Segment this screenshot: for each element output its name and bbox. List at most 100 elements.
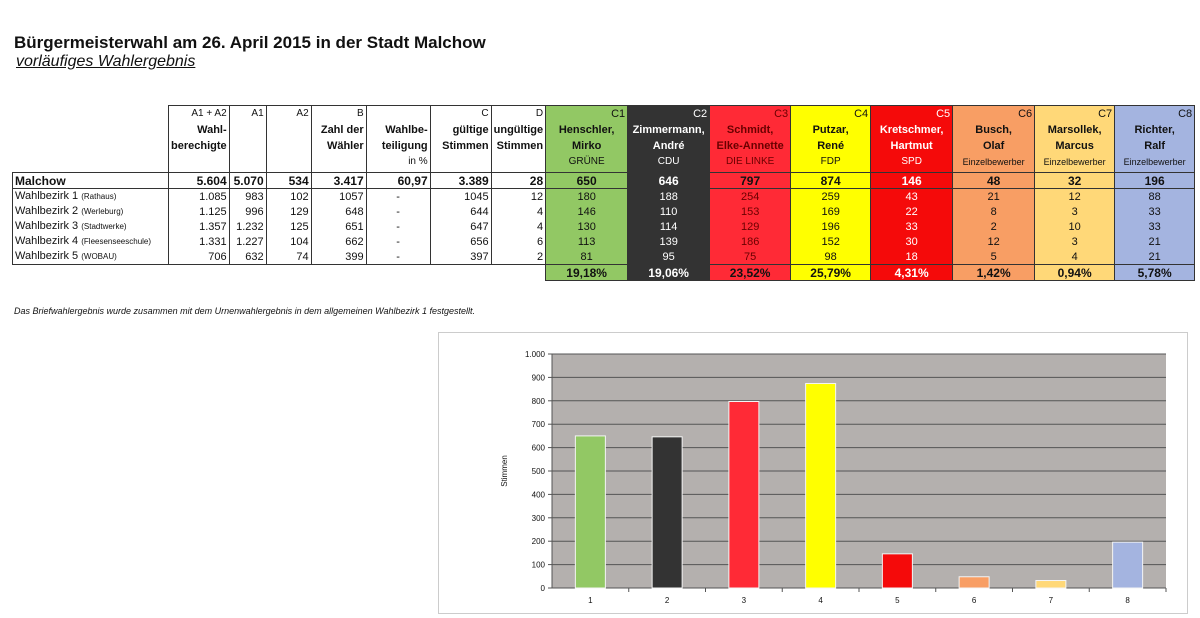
column-header-code: D (535, 108, 544, 119)
district-label: Wahlbezirk 2 (Werleburg) (12, 204, 169, 219)
district-votes: 21 (1114, 234, 1196, 249)
candidate-code: C4 (854, 108, 869, 120)
district-place: (WOBAU) (81, 252, 117, 261)
district-value: 648 (310, 204, 367, 219)
candidate-header: C5 Kretschmer, Hartmut SPD (870, 105, 954, 173)
candidate-surname: Busch, (975, 124, 1012, 136)
district-value: 1045 (429, 188, 492, 204)
district-votes: 81 (545, 249, 629, 265)
district-votes: 43 (870, 188, 954, 204)
total-value: 3.417 (310, 172, 367, 189)
column-header-line3 (494, 154, 544, 170)
district-value: 662 (310, 234, 367, 249)
candidate-firstname: Elke-Annette (716, 140, 784, 152)
blank-cell (169, 265, 230, 281)
district-value: 6 (490, 234, 547, 249)
candidate-firstname: Olaf (982, 140, 1005, 152)
district-votes: 88 (1114, 188, 1196, 204)
table-row: Wahlbezirk 3 (Stadtwerke) 1.357 1.232 125 65… (12, 219, 1196, 234)
total-value: 5.070 (228, 172, 267, 189)
district-value: 4 (490, 204, 547, 219)
column-header-code: B (356, 108, 364, 119)
table-row: Wahlbezirk 1 (Rathaus) 1.085 983 102 1057-10… (12, 188, 1196, 204)
candidate-percentage: 4,31% (870, 264, 954, 281)
bar (574, 435, 606, 589)
percentage-row: 19,18% 19,06% 23,52% 25,79% 4,31% 1,42% 0,94% 5… (13, 264, 1196, 281)
x-tick-label: 4 (818, 596, 823, 605)
candidate-percentage: 25,79% (790, 264, 872, 281)
header-row: A1 + A2 Wahl-berechigte A1 A2 B Zahl der Wähle… (12, 105, 1196, 173)
candidate-percentage: 19,18% (545, 264, 629, 281)
candidate-header: C6 Busch, Olaf Einzelbewerber (952, 105, 1036, 173)
district-name: Wahlbezirk 1 (15, 190, 79, 202)
district-value: - (365, 204, 431, 219)
district-votes: 30 (870, 234, 954, 249)
district-votes: 139 (627, 234, 711, 249)
column-header-line3 (314, 154, 364, 170)
district-votes: 259 (790, 188, 872, 204)
district-votes: 33 (1114, 219, 1196, 234)
y-tick-label: 700 (532, 420, 546, 429)
column-header-line2: Stimmen (442, 140, 489, 152)
candidate-surname: Marsollek, (1047, 124, 1102, 136)
candidate-party: GRÜNE (568, 156, 605, 167)
district-votes: 152 (790, 234, 872, 249)
district-votes: 21 (952, 188, 1036, 204)
votes-chart: 0 100 200 300 400 500 600 700 800 900 1.000 Stimmen… (438, 332, 1188, 614)
total-value: 3.389 (429, 172, 492, 189)
district-value: 656 (429, 234, 492, 249)
district-votes: 180 (545, 188, 629, 204)
district-votes: 12 (952, 234, 1036, 249)
blank-cell (311, 265, 366, 281)
candidate-surname: Zimmermann, (632, 124, 705, 136)
district-value: 1.085 (168, 188, 230, 204)
column-header: Wahlbe-teiligung in % (365, 105, 431, 173)
column-header-line1: Wahl- (197, 124, 227, 136)
candidate-code: C3 (774, 108, 789, 120)
blank-cell (229, 265, 266, 281)
table-row: Wahlbezirk 2 (Werleburg) 1.125 996 129 648-6… (12, 204, 1196, 219)
district-votes: 22 (870, 204, 954, 219)
y-tick-label: 300 (532, 514, 546, 523)
district-name: Wahlbezirk 3 (15, 220, 79, 232)
column-header-code: A1 (251, 108, 264, 119)
column-header-line2: Wähler (326, 140, 364, 152)
column-header-code: A1 + A2 (191, 108, 227, 119)
district-votes: 3 (1034, 204, 1116, 219)
total-label: Malchow (12, 172, 169, 189)
district-votes: 186 (709, 234, 792, 249)
y-tick-label: 200 (532, 537, 546, 546)
district-value: 647 (429, 219, 492, 234)
total-votes: 48 (952, 172, 1036, 189)
postal-vote-note: Das Briefwahlergebnis wurde zusammen mit… (14, 306, 476, 316)
candidate-firstname: Marcus (1055, 140, 1094, 152)
column-header-line2: teiligung (381, 140, 428, 152)
candidate-code: C2 (693, 108, 708, 120)
column-header-line2: berechigte (171, 140, 227, 152)
y-tick-label: 500 (532, 467, 546, 476)
y-tick-label: 100 (532, 561, 546, 570)
candidate-party: DIE LINKE (725, 156, 775, 167)
district-value: 2 (490, 249, 547, 265)
blank-cell (366, 265, 430, 281)
candidate-firstname: Mirko (571, 140, 602, 152)
district-value: 102 (265, 188, 312, 204)
district-votes: 169 (790, 204, 872, 219)
candidate-party: Einzelbewerber (1123, 157, 1186, 167)
candidate-party: Einzelbewerber (962, 157, 1025, 167)
total-votes: 874 (790, 172, 872, 189)
x-tick-label: 2 (665, 596, 670, 605)
bar (1112, 541, 1144, 589)
candidate-header: C7 Marsollek, Marcus Einzelbewerber (1034, 105, 1116, 173)
district-votes: 18 (870, 249, 954, 265)
district-value: 644 (429, 204, 492, 219)
district-label: Wahlbezirk 4 (Fleesenseeschule) (12, 234, 169, 249)
candidate-firstname: René (817, 140, 845, 152)
total-votes: 146 (870, 172, 954, 189)
district-votes: 33 (1114, 204, 1196, 219)
district-votes: 3 (1034, 234, 1116, 249)
bar (881, 553, 913, 589)
bar (651, 436, 683, 589)
district-value: 397 (429, 249, 492, 265)
